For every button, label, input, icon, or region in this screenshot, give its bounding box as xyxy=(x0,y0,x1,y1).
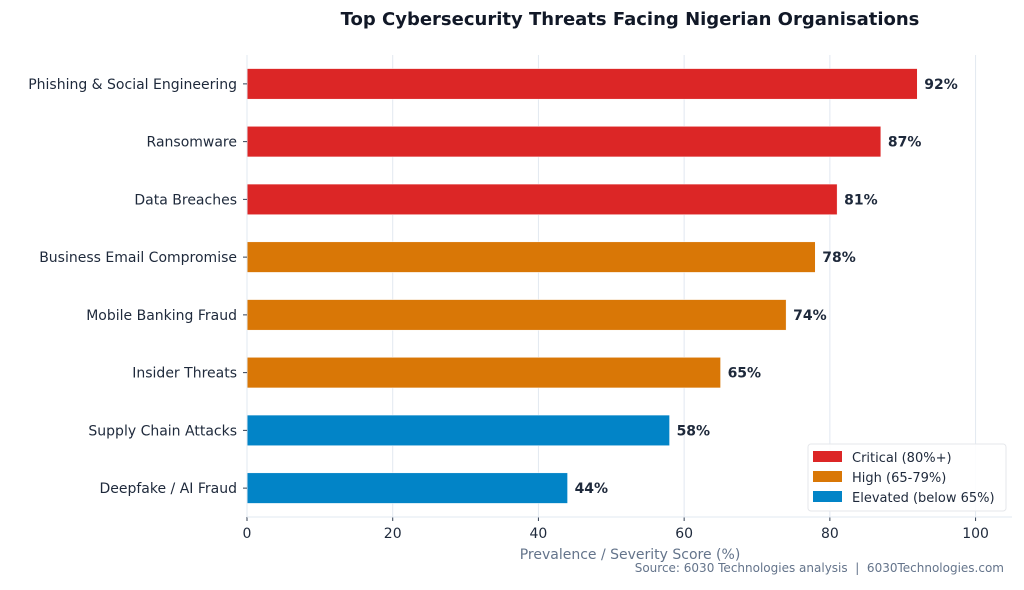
legend-swatch xyxy=(813,471,842,482)
data-label: 44% xyxy=(575,481,609,497)
source-note: Source: 6030 Technologies analysis | 603… xyxy=(635,561,1004,575)
legend-swatch xyxy=(813,491,842,502)
legend-box xyxy=(807,443,1007,512)
x-tick-label: 60 xyxy=(675,526,693,542)
data-label: 74% xyxy=(793,308,827,324)
x-tick-label: 0 xyxy=(243,526,252,542)
bar xyxy=(246,472,568,504)
legend-label: Critical (80%+) xyxy=(852,451,952,466)
y-tick-label: Mobile Banking Fraud xyxy=(86,308,237,324)
chart-title: Top Cybersecurity Threats Facing Nigeria… xyxy=(341,9,920,30)
bar xyxy=(246,299,787,331)
data-label: 87% xyxy=(888,135,922,151)
bar xyxy=(246,68,918,100)
bar xyxy=(246,183,838,215)
x-tick-label: 100 xyxy=(962,526,989,542)
y-tick-label: Deepfake / AI Fraud xyxy=(99,481,237,497)
y-tick-label: Phishing & Social Engineering xyxy=(28,77,237,93)
y-tick-label: Ransomware xyxy=(147,135,237,151)
bar xyxy=(246,414,670,446)
legend-label: High (65-79%) xyxy=(852,471,946,486)
data-label: 65% xyxy=(728,366,762,382)
x-tick-label: 80 xyxy=(821,526,839,542)
y-tick-label: Insider Threats xyxy=(132,366,237,382)
data-label: 58% xyxy=(677,423,711,439)
x-tick-label: 20 xyxy=(384,526,402,542)
legend-swatch xyxy=(813,451,842,462)
x-tick-label: 40 xyxy=(530,526,548,542)
data-label: 81% xyxy=(844,192,878,208)
y-tick-label: Data Breaches xyxy=(134,192,237,208)
bar xyxy=(246,126,882,158)
y-tick-label: Supply Chain Attacks xyxy=(88,423,237,439)
legend-label: Elevated (below 65%) xyxy=(852,491,995,506)
bar xyxy=(246,241,816,273)
data-label: 92% xyxy=(924,77,958,93)
data-label: 78% xyxy=(822,250,856,266)
legend: Critical (80%+) High (65-79%) Elevated (be… xyxy=(807,443,1007,512)
bar xyxy=(246,357,721,389)
y-tick-label: Business Email Compromise xyxy=(39,250,237,266)
x-axis-label: Prevalence / Severity Score (%) xyxy=(520,547,741,563)
